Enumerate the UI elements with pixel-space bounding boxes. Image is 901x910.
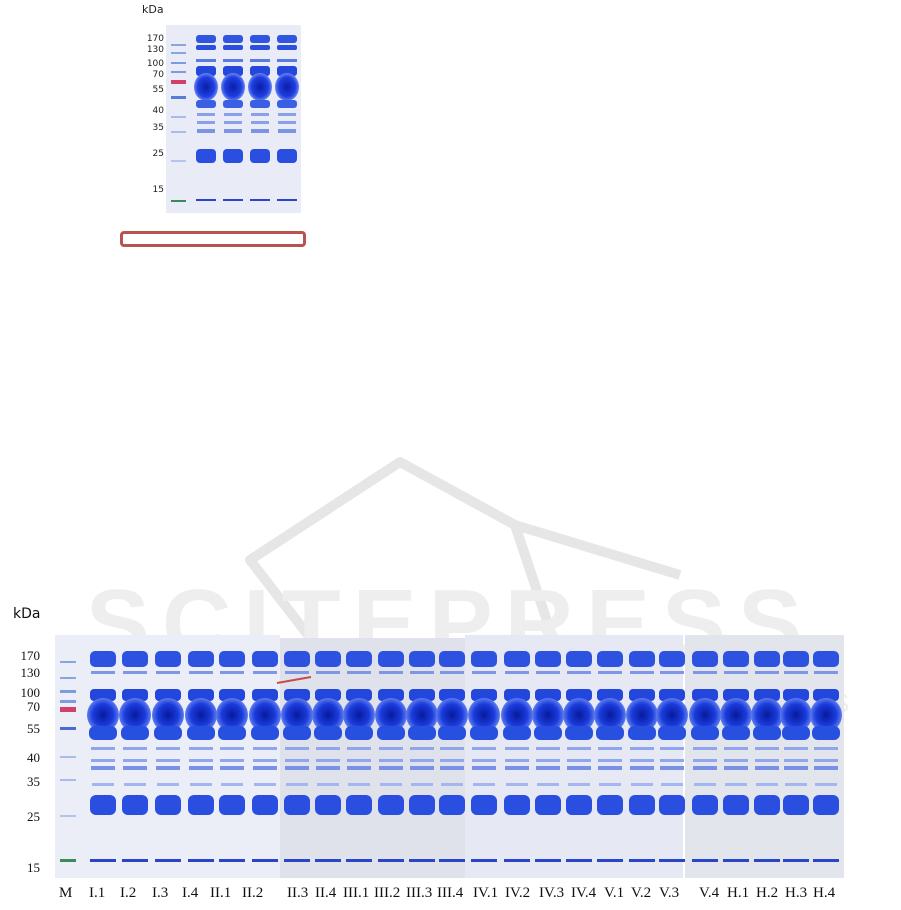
lane-label: II.4 <box>315 885 337 901</box>
small-tick-25: 25 <box>152 149 164 159</box>
lane-label: H.4 <box>813 885 836 901</box>
lane-label: III.4 <box>437 885 464 901</box>
lane-label: V.4 <box>699 885 720 901</box>
small-tick-130: 130 <box>146 45 164 55</box>
lane-label: III.1 <box>343 885 370 901</box>
lane-label: II.1 <box>210 885 232 901</box>
small-gel-image <box>166 25 301 213</box>
large-tick-70: 70 <box>27 699 40 714</box>
large-tick-170: 170 <box>20 648 41 663</box>
small-tick-100: 100 <box>146 59 164 69</box>
small-tick-40: 40 <box>152 106 164 116</box>
small-gel-kda-label: kDa <box>142 3 164 16</box>
lane-label: V.3 <box>659 885 680 901</box>
lane-label: I.3 <box>152 885 169 901</box>
lane-label: I.1 <box>89 885 106 901</box>
large-tick-15: 15 <box>27 860 40 875</box>
lane-label: IV.2 <box>505 885 531 901</box>
lane-label: I.4 <box>182 885 199 901</box>
large-tick-100: 100 <box>20 685 41 700</box>
large-tick-55: 55 <box>27 721 40 736</box>
lane-label: H.2 <box>756 885 779 901</box>
large-tick-25: 25 <box>27 809 40 824</box>
small-tick-70: 70 <box>152 70 164 80</box>
lane-label: M <box>59 885 73 901</box>
lane-label: IV.3 <box>539 885 565 901</box>
lane-label: III.3 <box>406 885 433 901</box>
lane-label: H.3 <box>785 885 808 901</box>
lane-label: II.3 <box>287 885 309 901</box>
small-tick-55: 55 <box>152 85 164 95</box>
small-marker-lane <box>171 44 186 202</box>
selection-box[interactable] <box>120 231 306 247</box>
large-gel-kda-label: kDa <box>13 606 41 622</box>
large-tick-130: 130 <box>20 665 41 680</box>
lane-label: I.2 <box>120 885 137 901</box>
small-tick-35: 35 <box>152 123 164 133</box>
large-marker-lane <box>60 661 76 862</box>
large-tick-40: 40 <box>27 750 40 765</box>
small-tick-170: 170 <box>146 34 164 44</box>
small-sample-lane <box>194 35 218 201</box>
lane-label: V.2 <box>631 885 652 901</box>
small-tick-15: 15 <box>152 185 164 195</box>
lane-label: II.2 <box>242 885 264 901</box>
large-gel-image <box>55 635 844 878</box>
large-tick-35: 35 <box>27 774 40 789</box>
lane-label: IV.1 <box>473 885 499 901</box>
annotation-line <box>276 676 312 684</box>
lane-label: H.1 <box>727 885 750 901</box>
lane-label: V.1 <box>604 885 625 901</box>
lane-label: IV.4 <box>571 885 597 901</box>
lane-label: III.2 <box>374 885 401 901</box>
